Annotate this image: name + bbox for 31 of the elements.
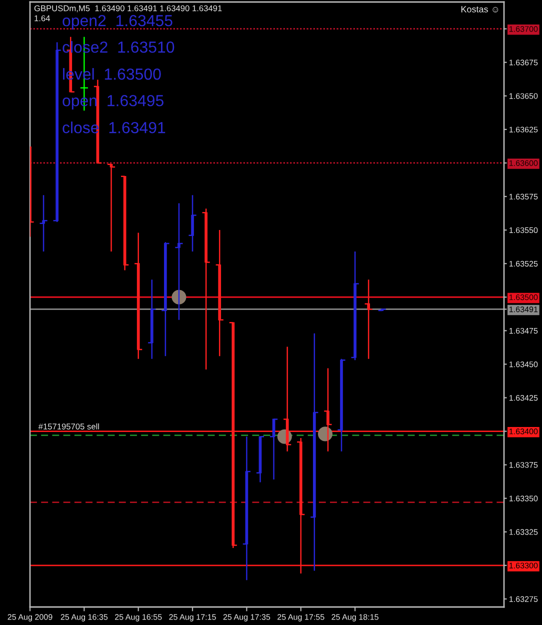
ref-line-label: #157195705 sell	[38, 423, 99, 430]
y-tick-label: 1.63525	[509, 260, 538, 267]
y-tick-label: 1.63425	[509, 395, 538, 401]
y-tick-label: 1.63491	[509, 306, 538, 312]
y-tick-label: 1.63375	[509, 462, 538, 468]
y-tick-label: 1.63450	[509, 361, 538, 368]
y-tick-label: 1.63575	[509, 194, 538, 200]
y-tick-label: 1.63650	[509, 93, 538, 99]
chart-title: GBPUSDm,M5 1.63490 1.63491 1.63490 1.63491	[34, 5, 222, 12]
x-tick-label: 25 Aug 18:15	[332, 614, 378, 622]
y-tick-label: 1.63700	[509, 26, 538, 32]
y-tick-label: 1.63675	[509, 60, 538, 66]
x-tick-label: 25 Aug 17:55	[278, 614, 324, 622]
y-tick-label: 1.63400	[509, 428, 538, 434]
y-tick-label: 1.63275	[509, 596, 538, 602]
x-tick-label: 25 Aug 2009	[8, 614, 52, 622]
y-tick-label: 1.63350	[509, 496, 538, 502]
y-tick-label: 1.63300	[509, 562, 538, 568]
y-tick-label: 1.63550	[509, 227, 538, 234]
annotation: open2 1.63455	[62, 14, 172, 30]
x-tick-label: 25 Aug 16:35	[60, 614, 108, 622]
y-tick-label: 1.63600	[509, 160, 538, 166]
y-tick-label: 1.63625	[509, 126, 538, 132]
annotation: 1.64	[34, 15, 50, 22]
annotation: Kostas ☺	[461, 6, 498, 12]
x-tick-label: 25 Aug 16:55	[115, 614, 162, 622]
y-tick-label: 1.63325	[509, 529, 538, 535]
y-tick-label: 1.63475	[509, 328, 538, 334]
y-tick-label: 1.63500	[509, 294, 538, 300]
x-tick-label: 25 Aug 17:35	[223, 614, 270, 622]
x-tick-label: 25 Aug 17:15	[169, 614, 216, 622]
